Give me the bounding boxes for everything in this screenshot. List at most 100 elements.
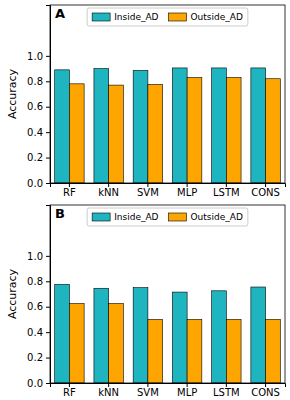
bar	[133, 288, 148, 383]
x-tick-label: RF	[63, 187, 76, 198]
y-tick: 0.2	[27, 152, 50, 163]
plot-frame	[50, 205, 285, 383]
x-tick-label: LSTM	[213, 187, 240, 198]
bar	[94, 69, 109, 183]
y-tick-label: 0.0	[27, 178, 43, 189]
plot-frame	[50, 5, 285, 183]
x-tick-label: MLP	[177, 187, 197, 198]
x-tick: CONS	[251, 383, 280, 398]
y-tick-label: 0.6	[27, 101, 43, 112]
y-axis: 0.0 0.2 0.4 0.6 0.8 1.0	[27, 206, 50, 389]
x-tick: kNN	[98, 183, 119, 198]
bar	[172, 68, 187, 183]
y-axis-line	[46, 6, 51, 184]
bar	[226, 319, 241, 383]
y-axis-line	[46, 206, 51, 384]
y-tick-label: 0.8	[27, 276, 43, 287]
legend-label: Inside_AD	[114, 212, 158, 222]
y-tick: 1.0	[27, 51, 50, 62]
y-tick-label: 1.0	[27, 251, 43, 262]
y-tick: 0.2	[27, 352, 50, 363]
y-tick-mark	[46, 158, 50, 159]
bar	[148, 319, 163, 383]
bar	[212, 291, 227, 383]
bar	[109, 304, 124, 383]
x-tick: SVM	[137, 183, 159, 198]
x-tick-label: LSTM	[213, 387, 240, 398]
x-tick-label: SVM	[137, 187, 159, 198]
x-axis: RF kNN SVM MLP LSTM CONS	[51, 383, 286, 398]
x-tick-label: kNN	[98, 187, 119, 198]
y-tick-mark	[46, 107, 50, 108]
legend-box	[87, 208, 248, 226]
bars	[55, 284, 281, 383]
y-tick-label: 0.4	[27, 127, 43, 138]
y-tick: 0.8	[27, 276, 50, 287]
panel-title: B	[55, 206, 65, 221]
y-tick-mark	[46, 281, 50, 282]
x-tick: RF	[63, 183, 76, 198]
y-tick-label: 0.8	[27, 76, 43, 87]
x-tick-label: CONS	[251, 387, 280, 398]
y-tick-mark	[46, 332, 50, 333]
x-tick-label: kNN	[98, 387, 119, 398]
y-axis-title: Accuracy	[6, 68, 19, 119]
bars	[55, 68, 281, 183]
bar	[69, 304, 84, 383]
legend-label: Inside_AD	[114, 12, 158, 22]
y-axis: 0.0 0.2 0.4 0.6 0.8 1.0	[27, 6, 50, 189]
x-tick-label: MLP	[177, 387, 197, 398]
bar	[226, 77, 241, 183]
x-tick: RF	[63, 383, 76, 398]
y-tick: 1.0	[27, 251, 50, 262]
bar	[266, 319, 281, 383]
bar	[266, 79, 281, 183]
x-tick-label: RF	[63, 387, 76, 398]
y-tick: 0.6	[27, 301, 50, 312]
bar	[172, 292, 187, 383]
legend-swatch	[92, 213, 110, 221]
y-tick-mark	[46, 256, 50, 257]
y-tick: 0.0	[27, 178, 50, 189]
x-tick: CONS	[251, 183, 280, 198]
y-tick-mark	[46, 183, 50, 184]
legend-label: Outside_AD	[191, 212, 243, 222]
bar	[69, 84, 84, 183]
y-tick-label: 0.2	[27, 352, 43, 363]
y-tick-mark	[46, 383, 50, 384]
x-tick: MLP	[177, 383, 197, 398]
y-axis-title: Accuracy	[6, 268, 19, 319]
bar	[148, 84, 163, 183]
legend: Inside_AD Outside_AD	[87, 208, 248, 226]
y-tick: 0.4	[27, 327, 50, 338]
x-tick-label: CONS	[251, 187, 280, 198]
y-tick-label: 0.6	[27, 301, 43, 312]
bar	[94, 288, 109, 383]
bar	[251, 68, 266, 183]
legend-swatch	[92, 13, 110, 21]
x-tick: LSTM	[213, 183, 240, 198]
y-tick-mark	[46, 307, 50, 308]
figure: 0.0 0.2 0.4 0.6 0.8 1.0 RF kNN SVM MLP LSTM CONS Acc…	[0, 0, 290, 400]
x-tick: LSTM	[213, 383, 240, 398]
y-tick-label: 0.0	[27, 378, 43, 389]
y-tick-mark	[46, 358, 50, 359]
x-tick: MLP	[177, 183, 197, 198]
legend-swatch	[169, 213, 187, 221]
bar	[187, 319, 202, 383]
legend-box	[87, 8, 248, 26]
bar	[251, 287, 266, 383]
panel: 0.0 0.2 0.4 0.6 0.8 1.0 RF kNN SVM MLP LSTM CONS Acc…	[6, 5, 286, 198]
panel: 0.0 0.2 0.4 0.6 0.8 1.0 RF kNN SVM MLP LSTM CONS Acc…	[6, 205, 286, 398]
y-tick-mark	[46, 81, 50, 82]
y-tick: 0.8	[27, 76, 50, 87]
x-axis-line	[51, 184, 286, 188]
bar	[187, 77, 202, 183]
bar	[212, 68, 227, 183]
y-tick: 0.4	[27, 127, 50, 138]
bar	[109, 85, 124, 183]
y-tick-mark	[46, 56, 50, 57]
bar	[133, 70, 148, 183]
legend-swatch	[169, 13, 187, 21]
x-tick: SVM	[137, 383, 159, 398]
